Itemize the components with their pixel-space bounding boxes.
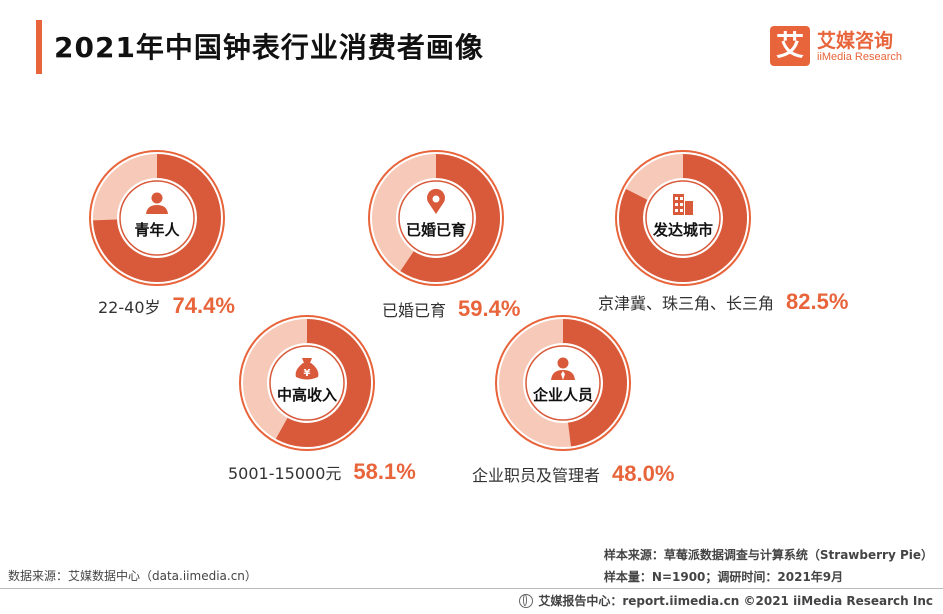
- location-pin-icon: [427, 188, 445, 214]
- donut-outline: [239, 315, 375, 451]
- donut-value-arc: [619, 154, 747, 282]
- svg-text:¥: ¥: [304, 368, 311, 379]
- sample-notes: 样本来源：草莓派数据调查与计算系统（Strawberry Pie） 样本量：N=…: [604, 544, 933, 588]
- donut-label: 已婚已育: [406, 221, 466, 239]
- stat-married: 已婚已育 59.4%: [382, 296, 520, 322]
- logo-name-cn: 艾媒咨询: [817, 30, 894, 52]
- donut-value-arc: [275, 319, 371, 447]
- stat-income: 5001-15000元 58.1%: [228, 459, 416, 485]
- donut-label: 发达城市: [652, 221, 713, 239]
- stat-caption: 已婚已育: [382, 301, 447, 320]
- donut-1: 青年人: [89, 150, 225, 286]
- stat-city: 京津冀、珠三角、长三角 82.5%: [598, 289, 848, 315]
- donut-5: 企业人员: [495, 315, 631, 451]
- stat-caption: 企业职员及管理者: [472, 466, 601, 485]
- donut-2: 已婚已育: [368, 150, 504, 286]
- iimedia-logo: 艾 艾媒咨询 iiMedia Research: [770, 26, 930, 70]
- donut-center: [119, 180, 195, 256]
- businessman-icon: [551, 357, 575, 380]
- donut-center: [269, 345, 345, 421]
- donut-center: [525, 345, 601, 421]
- donut-4: ¥ 中高收入: [239, 315, 375, 451]
- donut-label: 企业人员: [532, 386, 593, 404]
- globe-icon: [519, 593, 534, 608]
- sample-source: 样本来源：草莓派数据调查与计算系统（Strawberry Pie）: [603, 548, 933, 562]
- stat-employee: 企业职员及管理者 48.0%: [472, 461, 674, 487]
- donut-center: [645, 180, 721, 256]
- stat-youth: 22-40岁 74.4%: [98, 293, 235, 319]
- donut-center: [398, 180, 474, 256]
- donut-3: 发达城市: [615, 150, 751, 286]
- buildings-icon: [673, 194, 693, 215]
- footer-divider: [0, 588, 943, 589]
- donut-value-arc: [562, 319, 627, 447]
- stat-percent: 58.1%: [353, 459, 416, 484]
- stat-caption: 5001-15000元: [228, 464, 342, 483]
- stat-caption: 22-40岁: [98, 298, 161, 317]
- donut-outline: [615, 150, 751, 286]
- donut-outline: [89, 150, 225, 286]
- stat-percent: 74.4%: [172, 293, 235, 318]
- money-bag-icon: ¥: [295, 358, 319, 380]
- footer-text: 艾媒报告中心：report.iimedia.cn ©2021 iiMedia R…: [538, 594, 933, 608]
- stat-percent: 59.4%: [458, 296, 521, 321]
- donut-value-arc: [400, 154, 500, 282]
- title-accent-bar: [36, 20, 42, 74]
- stat-percent: 82.5%: [786, 289, 849, 314]
- donut-label: 青年人: [134, 221, 180, 239]
- logo-mark: 艾: [770, 26, 810, 66]
- person-icon: [146, 192, 168, 214]
- donut-value-arc: [93, 154, 221, 282]
- donut-label: 中高收入: [277, 386, 337, 404]
- donut-outline: [495, 315, 631, 451]
- data-source: 数据来源：艾媒数据中心（data.iimedia.cn）: [8, 569, 257, 583]
- footer: 艾媒报告中心：report.iimedia.cn ©2021 iiMedia R…: [519, 592, 933, 609]
- logo-name-en: iiMedia Research: [817, 51, 902, 63]
- stat-caption: 京津冀、珠三角、长三角: [598, 294, 775, 313]
- stat-percent: 48.0%: [612, 461, 675, 486]
- sample-info: 样本量：N=1900；调研时间：2021年9月: [603, 570, 844, 584]
- page-title: 2021年中国钟表行业消费者画像: [54, 31, 484, 64]
- donut-outline: [368, 150, 504, 286]
